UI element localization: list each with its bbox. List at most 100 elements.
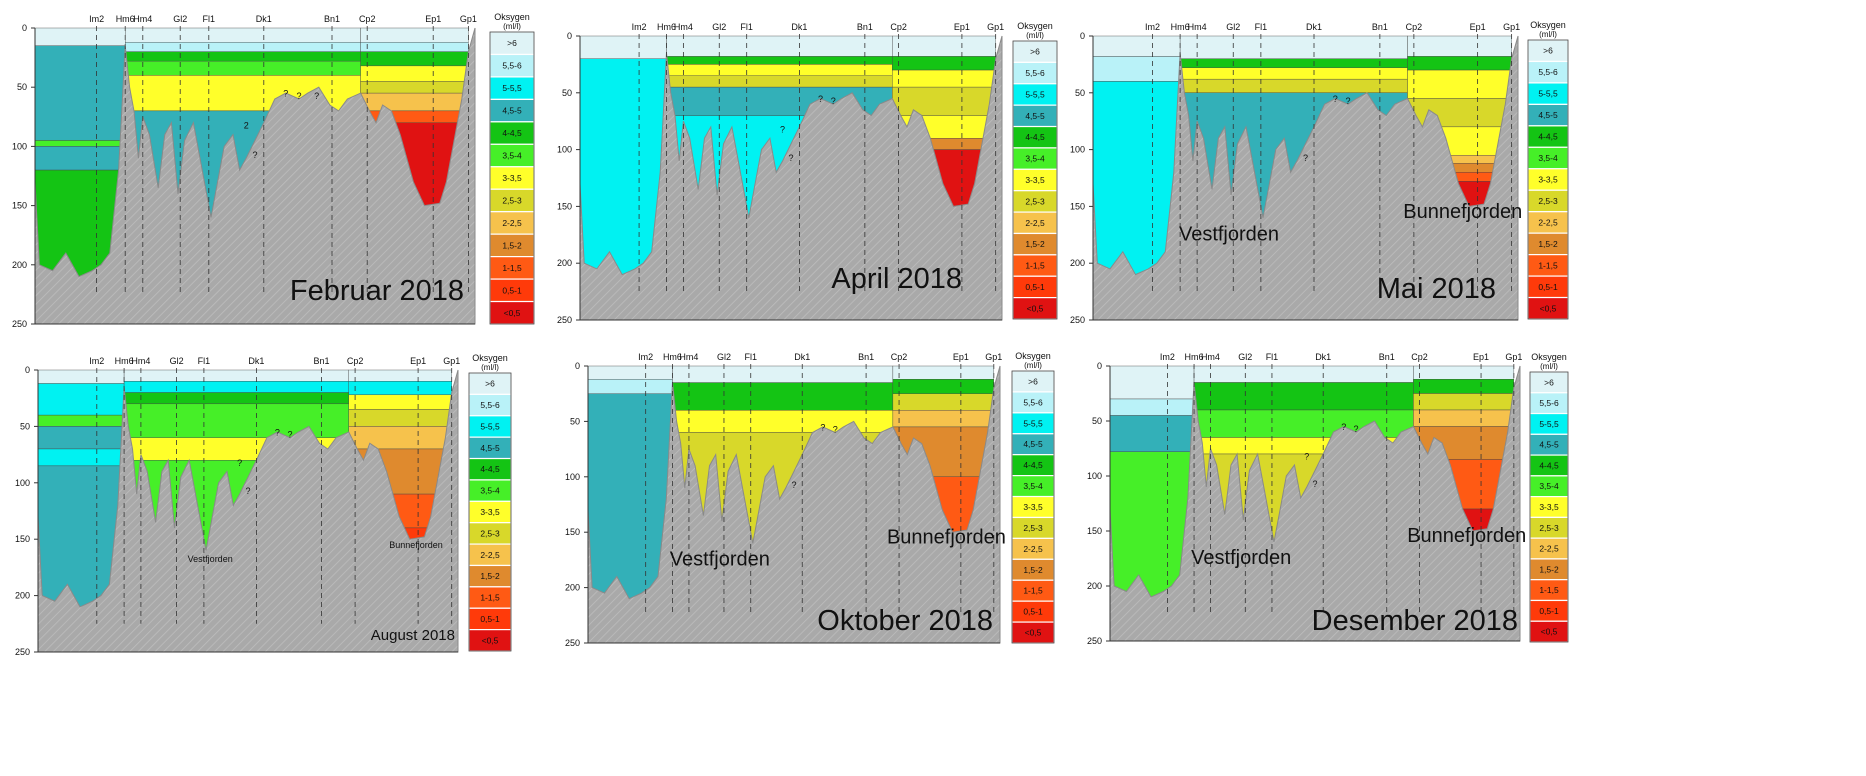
- panel-title: Februar 2018: [290, 275, 464, 307]
- legend-unit: (ml/l): [503, 22, 521, 31]
- oxygen-band: [37, 369, 125, 384]
- oxygen-band: [1179, 78, 1408, 93]
- section-annotation: ?: [1333, 94, 1338, 104]
- oxygen-band: [34, 146, 126, 171]
- seabed: [34, 27, 476, 325]
- station-label: Fl1: [740, 22, 753, 32]
- depth-tick-label: 0: [575, 361, 580, 371]
- seabed: [37, 369, 459, 653]
- station-label: Gp1: [443, 356, 460, 366]
- oxygen-band: [348, 426, 452, 450]
- depth-tick-label: 200: [1070, 258, 1085, 268]
- station-label: Hm6: [115, 356, 134, 366]
- oxygen-band: [1179, 67, 1408, 80]
- depth-tick-label: 50: [17, 82, 27, 92]
- oxygen-band: [348, 381, 452, 396]
- section-annotation: ?: [283, 89, 288, 99]
- station-label: Bn1: [1372, 22, 1388, 32]
- section-annotation: ?: [791, 480, 796, 490]
- depth-tick-label: 0: [22, 23, 27, 33]
- legend-label: 5,5-6: [1025, 68, 1045, 78]
- legend-label: 3,5-4: [502, 151, 522, 161]
- legend-label: 2-2,5: [1539, 544, 1559, 554]
- section-annotation: ?: [296, 91, 301, 101]
- oxygen-band: [123, 381, 349, 393]
- oxygen-band: [124, 42, 361, 52]
- legend-label: 3,5-4: [480, 486, 500, 496]
- section-annotation: ?: [1341, 422, 1346, 432]
- legend-label: 5,5-6: [1023, 397, 1043, 407]
- seabed: [1092, 35, 1519, 321]
- legend-label: 5-5,5: [502, 83, 522, 93]
- oxygen-band: [1413, 379, 1515, 394]
- legend-label: >6: [1030, 47, 1040, 57]
- depth-tick-label: 0: [1097, 361, 1102, 371]
- depth-tick-label: 50: [20, 421, 30, 431]
- legend-label: 3,5-4: [1023, 481, 1043, 491]
- legend-label: >6: [485, 379, 495, 389]
- panel-title: Desember 2018: [1312, 605, 1518, 637]
- oxygen-band: [666, 56, 893, 65]
- legend-label: <0,5: [1540, 303, 1557, 313]
- station-label: Fl1: [198, 356, 211, 366]
- legend-label: 4-4,5: [1023, 460, 1043, 470]
- depth-tick-label: 100: [565, 472, 580, 482]
- station-label: Dk1: [794, 352, 810, 362]
- station-label: Gp1: [985, 352, 1002, 362]
- legend-label: 3-3,5: [480, 507, 500, 517]
- legend-label: 3-3,5: [1539, 502, 1559, 512]
- station-label: Gp1: [1503, 22, 1520, 32]
- depth-tick-label: 200: [15, 591, 30, 601]
- section-annotation: ?: [245, 486, 250, 496]
- oxygen-band: [666, 35, 893, 57]
- depth-tick-label: 250: [15, 647, 30, 657]
- station-label: Bn1: [324, 14, 340, 24]
- oxygen-band: [37, 414, 125, 427]
- depth-tick-label: 0: [25, 365, 30, 375]
- legend-frame: [1012, 40, 1058, 320]
- legend-frame: [489, 31, 535, 325]
- region-label-vestfjorden: Vestfjorden: [1179, 223, 1279, 245]
- legend-label: 0,5-1: [502, 285, 522, 295]
- depth-tick-label: 100: [15, 478, 30, 488]
- legend-label: 2,5-3: [502, 195, 522, 205]
- station-label: Hm4: [1188, 22, 1207, 32]
- legend-label: 4,5-5: [1023, 439, 1043, 449]
- legend-label: 1-1,5: [1538, 260, 1558, 270]
- station-label: Dk1: [248, 356, 264, 366]
- legend-label: 5-5,5: [1023, 418, 1043, 428]
- station-label: Cp2: [1406, 22, 1423, 32]
- oxygen-band: [1092, 35, 1181, 57]
- legend-label: 3-3,5: [1025, 175, 1045, 185]
- legend-label: 2,5-3: [1538, 196, 1558, 206]
- legend-label: 2,5-3: [1023, 523, 1043, 533]
- legend-title: Oksygen: [1015, 351, 1051, 361]
- legend-label: 2-2,5: [480, 550, 500, 560]
- oxygen-band: [892, 69, 996, 88]
- station-label: Fl1: [1266, 352, 1279, 362]
- depth-tick-label: 150: [1070, 201, 1085, 211]
- legend-label: 4,5-5: [1538, 110, 1558, 120]
- legend-label: 2-2,5: [1023, 544, 1043, 554]
- legend-label: 3-3,5: [1538, 175, 1558, 185]
- depth-tick-label: 200: [565, 583, 580, 593]
- station-label: Bn1: [858, 352, 874, 362]
- oxygen-legend: Oksygen(ml/l) >6 5,5-6 5-5,5 4,5-5 4-4,5 3,5-4…: [468, 353, 512, 652]
- station-label: Gl2: [1226, 22, 1240, 32]
- legend-label: 4-4,5: [502, 128, 522, 138]
- oxygen-band: [672, 365, 894, 383]
- oxygen-band: [124, 27, 361, 43]
- legend-label: 5-5,5: [1539, 419, 1559, 429]
- depth-tick-label: 100: [12, 141, 27, 151]
- oxygen-band: [123, 369, 349, 382]
- depth-tick-label: 50: [570, 416, 580, 426]
- region-label-vestfjorden: Vestfjorden: [1191, 547, 1291, 569]
- section-annotation: ?: [820, 422, 825, 432]
- station-label: Im2: [1145, 22, 1160, 32]
- legend-title: Oksygen: [472, 353, 508, 363]
- legend-label: 0,5-1: [1538, 282, 1558, 292]
- oxygen-band: [892, 35, 996, 57]
- legend-label: 5,5-6: [480, 400, 500, 410]
